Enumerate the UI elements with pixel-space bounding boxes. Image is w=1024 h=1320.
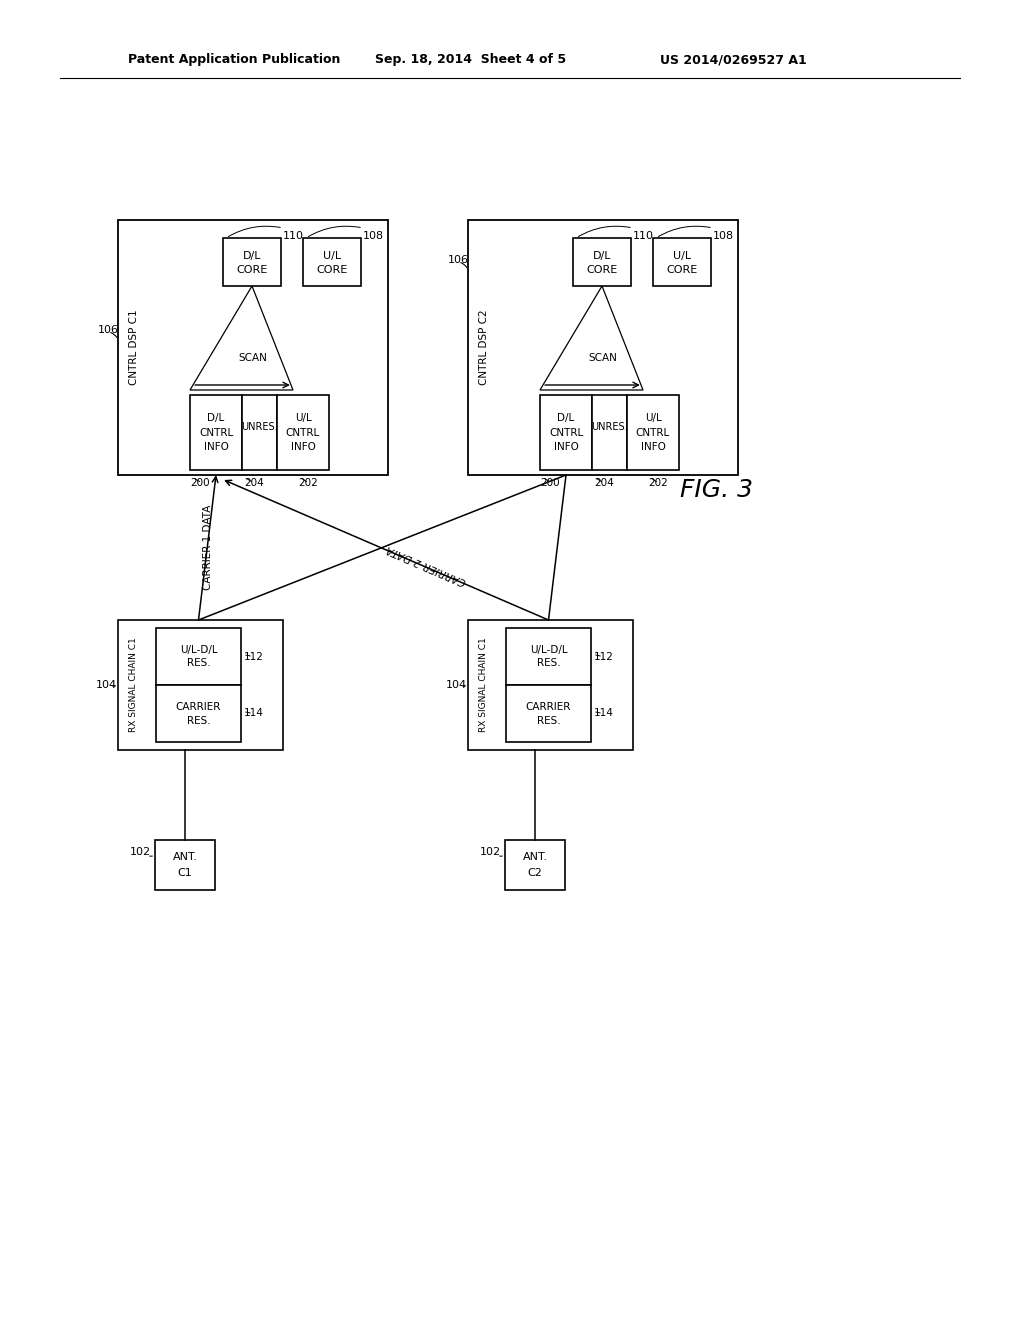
- Text: 110: 110: [633, 231, 654, 242]
- Text: C2: C2: [527, 869, 543, 878]
- Text: C1: C1: [177, 869, 193, 878]
- Text: U/L: U/L: [295, 412, 311, 422]
- Text: CORE: CORE: [667, 265, 697, 275]
- Text: 104: 104: [96, 680, 117, 690]
- Bar: [155, 840, 215, 890]
- Text: CORE: CORE: [587, 265, 617, 275]
- Text: CARRIER: CARRIER: [525, 701, 571, 711]
- Text: U/L: U/L: [323, 251, 341, 261]
- Text: 204: 204: [594, 478, 613, 488]
- Bar: [592, 395, 627, 470]
- Text: U/L: U/L: [673, 251, 691, 261]
- Text: 204: 204: [244, 478, 264, 488]
- Text: CORE: CORE: [316, 265, 347, 275]
- Text: SCAN: SCAN: [589, 354, 617, 363]
- Text: ANT.: ANT.: [522, 851, 548, 862]
- Text: Patent Application Publication: Patent Application Publication: [128, 54, 340, 66]
- Bar: [506, 685, 591, 742]
- Text: 202: 202: [648, 478, 668, 488]
- Text: CNTRL: CNTRL: [549, 428, 583, 437]
- Text: INFO: INFO: [554, 442, 579, 453]
- Text: 112: 112: [594, 652, 613, 661]
- Bar: [303, 238, 361, 286]
- Text: INFO: INFO: [291, 442, 315, 453]
- Text: 110: 110: [283, 231, 304, 242]
- Text: CNTRL DSP C1: CNTRL DSP C1: [129, 310, 139, 385]
- Text: 114: 114: [244, 709, 264, 718]
- Text: RX SIGNAL CHAIN C1: RX SIGNAL CHAIN C1: [478, 638, 487, 733]
- Text: 108: 108: [713, 231, 734, 242]
- Text: 200: 200: [540, 478, 560, 488]
- Bar: [223, 238, 281, 286]
- Text: CARRIER 1 DATA: CARRIER 1 DATA: [203, 504, 213, 590]
- Text: 102: 102: [480, 847, 501, 857]
- Bar: [190, 395, 242, 470]
- Text: CNTRL DSP C2: CNTRL DSP C2: [479, 310, 489, 385]
- Text: U/L-D/L: U/L-D/L: [529, 644, 567, 655]
- Text: 106: 106: [449, 255, 469, 265]
- Text: RES.: RES.: [186, 659, 210, 668]
- Text: CNTRL: CNTRL: [636, 428, 670, 437]
- Bar: [505, 840, 565, 890]
- Bar: [118, 220, 388, 475]
- Bar: [242, 395, 278, 470]
- Text: RX SIGNAL CHAIN C1: RX SIGNAL CHAIN C1: [128, 638, 137, 733]
- Bar: [573, 238, 631, 286]
- Text: RES.: RES.: [186, 715, 210, 726]
- Text: D/L: D/L: [593, 251, 611, 261]
- Text: D/L: D/L: [243, 251, 261, 261]
- Bar: [278, 395, 329, 470]
- Text: CORE: CORE: [237, 265, 267, 275]
- Text: U/L-D/L: U/L-D/L: [179, 644, 217, 655]
- Text: 200: 200: [190, 478, 210, 488]
- Text: 106: 106: [98, 325, 119, 335]
- Bar: [118, 620, 283, 750]
- Text: D/L: D/L: [557, 412, 574, 422]
- Bar: [156, 628, 241, 685]
- Text: 114: 114: [594, 709, 613, 718]
- Text: 112: 112: [244, 652, 264, 661]
- Text: ANT.: ANT.: [172, 851, 198, 862]
- Bar: [468, 220, 738, 475]
- Bar: [468, 620, 633, 750]
- Bar: [506, 628, 591, 685]
- Text: SCAN: SCAN: [239, 354, 267, 363]
- Text: 202: 202: [298, 478, 317, 488]
- Text: CNTRL: CNTRL: [286, 428, 321, 437]
- Text: 102: 102: [130, 847, 152, 857]
- Bar: [540, 395, 592, 470]
- Text: CARRIER 2 DATA: CARRIER 2 DATA: [385, 544, 468, 586]
- Bar: [653, 238, 711, 286]
- Bar: [156, 685, 241, 742]
- Text: 104: 104: [446, 680, 467, 690]
- Text: D/L: D/L: [208, 412, 224, 422]
- Text: UNRES.: UNRES.: [242, 421, 278, 432]
- Text: CARRIER: CARRIER: [176, 701, 221, 711]
- Text: INFO: INFO: [641, 442, 666, 453]
- Bar: [627, 395, 679, 470]
- Text: CNTRL: CNTRL: [199, 428, 233, 437]
- Text: US 2014/0269527 A1: US 2014/0269527 A1: [660, 54, 807, 66]
- Text: RES.: RES.: [537, 715, 560, 726]
- Text: FIG. 3: FIG. 3: [680, 478, 753, 502]
- Text: UNRES.: UNRES.: [591, 421, 628, 432]
- Text: Sep. 18, 2014  Sheet 4 of 5: Sep. 18, 2014 Sheet 4 of 5: [375, 54, 566, 66]
- Text: 108: 108: [362, 231, 384, 242]
- Text: INFO: INFO: [204, 442, 228, 453]
- Text: RES.: RES.: [537, 659, 560, 668]
- Text: U/L: U/L: [645, 412, 662, 422]
